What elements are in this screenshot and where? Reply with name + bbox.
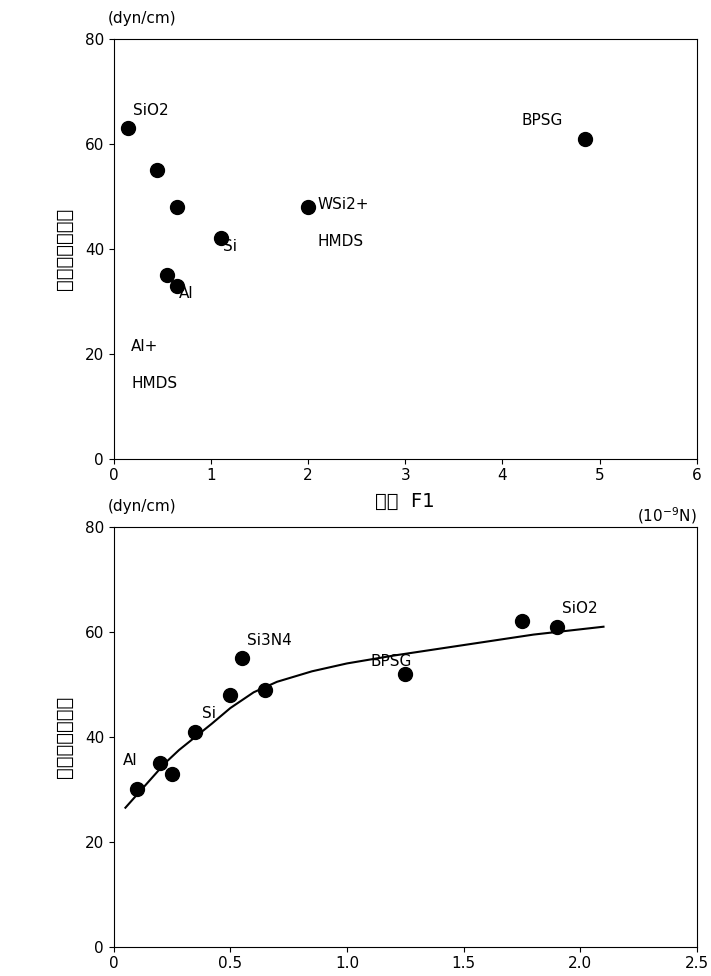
Text: BPSG: BPSG <box>370 654 412 669</box>
Y-axis label: 表面エネルギー: 表面エネルギー <box>55 208 73 290</box>
Y-axis label: 表面エネルギー: 表面エネルギー <box>55 696 73 778</box>
Text: Al+: Al+ <box>132 339 159 354</box>
Point <box>132 782 143 797</box>
Text: (10$^{-9}$N): (10$^{-9}$N) <box>637 505 697 526</box>
Point <box>122 120 134 136</box>
Point <box>260 682 271 698</box>
Text: Si: Si <box>223 239 237 254</box>
Point <box>551 619 562 634</box>
Point <box>166 766 178 782</box>
Point <box>215 230 226 246</box>
Text: Si3N4: Si3N4 <box>247 632 292 648</box>
Point <box>171 199 183 215</box>
Text: (dyn/cm): (dyn/cm) <box>108 12 176 26</box>
Point <box>155 755 166 771</box>
Text: HMDS: HMDS <box>132 376 177 390</box>
Point <box>152 162 164 178</box>
Point <box>161 267 173 283</box>
Point <box>516 614 528 630</box>
Point <box>225 687 236 703</box>
Point <box>236 650 247 666</box>
Text: BPSG: BPSG <box>522 113 563 128</box>
Point <box>302 199 314 215</box>
Text: SiO2: SiO2 <box>133 102 169 118</box>
Text: SiO2: SiO2 <box>562 601 597 616</box>
Text: HMDS: HMDS <box>318 234 364 249</box>
Text: Al: Al <box>179 286 193 302</box>
Text: (dyn/cm): (dyn/cm) <box>108 500 176 514</box>
Text: Si: Si <box>203 707 216 721</box>
X-axis label: 引力  F1: 引力 F1 <box>375 492 435 510</box>
Text: WSi2+: WSi2+ <box>318 197 369 212</box>
Point <box>579 131 591 146</box>
Text: Al: Al <box>123 753 138 768</box>
Point <box>171 278 183 294</box>
Point <box>400 666 411 681</box>
Point <box>190 724 201 740</box>
